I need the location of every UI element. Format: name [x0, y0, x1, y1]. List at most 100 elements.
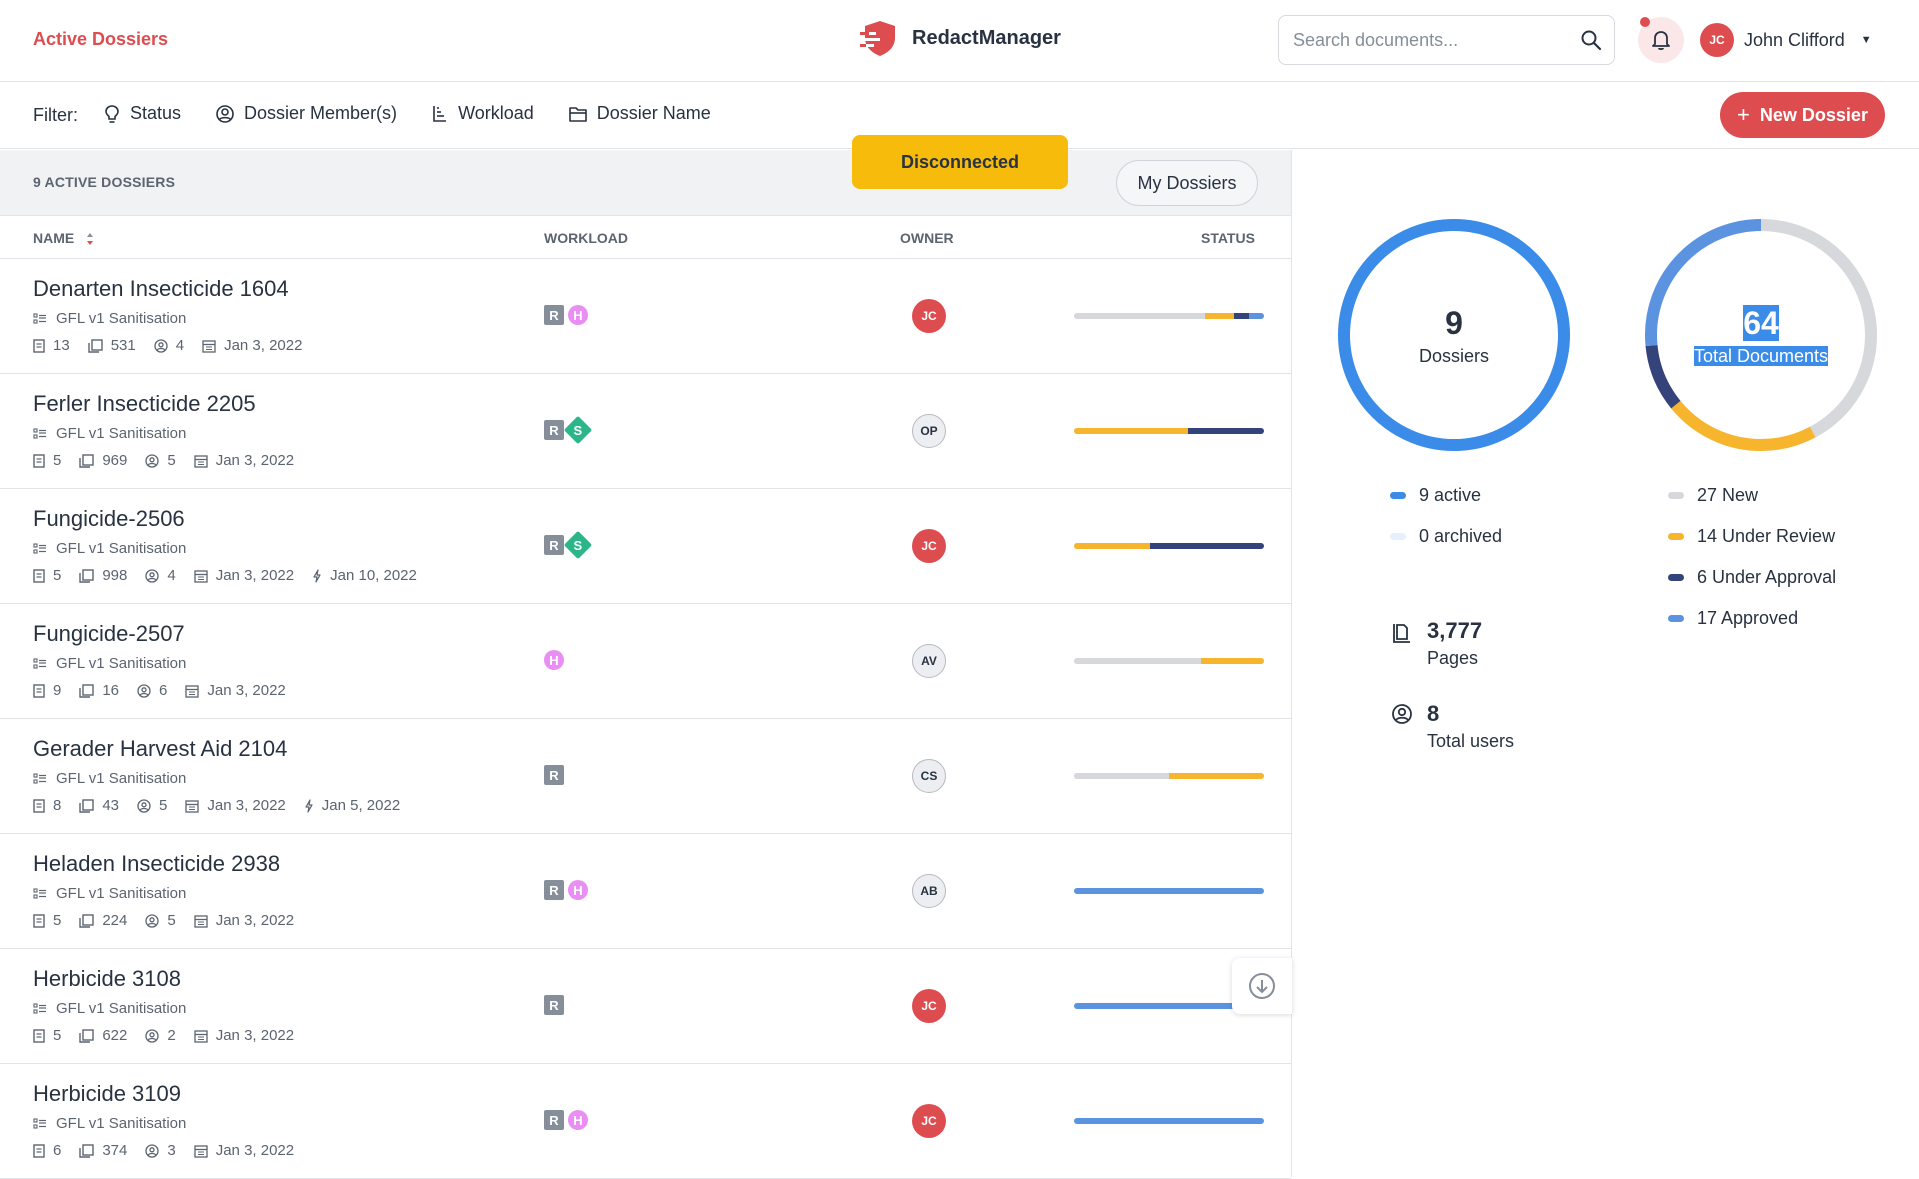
dossier-template: GFL v1 Sanitisation — [33, 425, 186, 442]
created-date: Jan 3, 2022 — [194, 1142, 294, 1159]
dossier-meta: 8 43 5 Jan 3, 2022 Jan 5, 2022 — [33, 797, 400, 814]
documents-count: 5 — [33, 912, 61, 929]
dossiers-legend: 9 active 0 archived — [1390, 475, 1502, 557]
legend-swatch — [1668, 533, 1684, 540]
template-icon — [33, 1002, 47, 1015]
table-row[interactable]: Herbicide 3108 GFL v1 Sanitisation 5 622 2 Ja… — [0, 949, 1291, 1064]
breadcrumb-active-dossiers[interactable]: Active Dossiers — [33, 29, 169, 49]
user-avatar: JC — [1700, 23, 1734, 57]
search-input[interactable] — [1293, 28, 1563, 52]
pages-label: Pages — [1427, 648, 1479, 668]
dossier-name[interactable]: Fungicide-2507 — [33, 621, 185, 646]
notifications-button[interactable] — [1638, 17, 1684, 63]
dossier-name[interactable]: Herbicide 3108 — [33, 966, 181, 991]
template-label: GFL v1 Sanitisation — [56, 540, 187, 557]
column-name[interactable]: NAME — [33, 230, 94, 246]
legend-swatch — [1668, 574, 1684, 581]
filter-workload[interactable]: Workload — [431, 103, 534, 124]
members-count-value: 6 — [159, 682, 168, 699]
user-circle-icon — [154, 338, 168, 353]
dossier-name[interactable]: Heladen Insecticide 2938 — [33, 851, 281, 876]
workload-icon — [431, 104, 449, 124]
table-row[interactable]: Herbicide 3109 GFL v1 Sanitisation 6 374 3 Ja… — [0, 1064, 1291, 1179]
download-button[interactable] — [1232, 958, 1292, 1014]
table-column-header: NAME WORKLOAD OWNER STATUS — [0, 216, 1291, 259]
members-count: 4 — [145, 567, 176, 584]
filter-status[interactable]: Status — [103, 103, 181, 124]
legend-archived[interactable]: 0 archived — [1390, 516, 1502, 557]
user-circle-icon — [145, 1028, 160, 1043]
documents-count-value: 5 — [53, 567, 62, 584]
table-row[interactable]: Fungicide-2506 GFL v1 Sanitisation 5 998 4 Ja… — [0, 489, 1291, 604]
pages-count-value: 531 — [110, 337, 136, 354]
table-row[interactable]: Fungicide-2507 GFL v1 Sanitisation 9 16 6 Jan… — [0, 604, 1291, 719]
donut-segment[interactable] — [1338, 219, 1570, 451]
created-date-value: Jan 3, 2022 — [215, 452, 295, 469]
pages-count-value: 224 — [102, 912, 128, 929]
brand[interactable]: RedactManager — [860, 18, 1061, 58]
pages-count: 374 — [79, 1142, 127, 1159]
documents-count: 5 — [33, 1027, 61, 1044]
members-count-value: 5 — [167, 912, 176, 929]
hint-badge: H — [568, 1110, 588, 1130]
donut-segment[interactable] — [1645, 219, 1877, 451]
table-row[interactable]: Ferler Insecticide 2205 GFL v1 Sanitisati… — [0, 374, 1291, 489]
new-dossier-button[interactable]: + New Dossier — [1720, 92, 1885, 138]
filter-members[interactable]: Dossier Member(s) — [215, 103, 397, 124]
template-label: GFL v1 Sanitisation — [56, 425, 187, 442]
user-circle-icon — [145, 568, 160, 583]
status-segment — [1150, 543, 1264, 549]
dossier-name[interactable]: Fungicide-2506 — [33, 506, 185, 531]
owner-avatar[interactable]: OP — [912, 414, 946, 448]
owner-avatar[interactable]: CS — [912, 759, 946, 793]
my-dossiers-button[interactable]: My Dossiers — [1116, 160, 1258, 206]
owner-avatar[interactable]: AB — [912, 874, 946, 908]
lightbulb-icon — [103, 104, 121, 124]
created-date: Jan 3, 2022 — [185, 682, 286, 699]
dossier-name[interactable]: Ferler Insecticide 2205 — [33, 391, 256, 416]
owner-avatar[interactable]: AV — [912, 644, 946, 678]
legend-item[interactable]: 14 Under Review — [1668, 516, 1836, 557]
table-row[interactable]: Gerader Harvest Aid 2104 GFL v1 Sanitisat… — [0, 719, 1291, 834]
documents-count-value: 6 — [53, 1142, 62, 1159]
users-value: 8 — [1427, 701, 1440, 726]
sort-icon[interactable] — [86, 232, 94, 246]
owner-avatar[interactable]: JC — [912, 299, 946, 333]
documents-total: 64 — [1743, 305, 1779, 341]
dossier-meta: 13 531 4 Jan 3, 2022 — [33, 337, 302, 354]
legend-item[interactable]: 27 New — [1668, 475, 1836, 516]
owner-avatar[interactable]: JC — [912, 989, 946, 1023]
owner-avatar[interactable]: JC — [912, 1104, 946, 1138]
status-segment — [1074, 543, 1150, 549]
lightning-icon — [304, 798, 314, 813]
search-icon[interactable] — [1580, 29, 1602, 51]
badge-letter: S — [573, 422, 583, 438]
due-date: Jan 10, 2022 — [312, 567, 417, 584]
legend-item[interactable]: 6 Under Approval — [1668, 557, 1836, 598]
legend-active[interactable]: 9 active — [1390, 475, 1502, 516]
status-segment — [1074, 428, 1188, 434]
stats-pane: 9 Dossiers 64 Total Documents 9 active 0… — [1293, 150, 1919, 1177]
pages-count: 224 — [79, 912, 127, 929]
donut-segment[interactable] — [1645, 219, 1877, 451]
pages-icon — [79, 683, 95, 698]
owner-avatar[interactable]: JC — [912, 529, 946, 563]
user-menu[interactable]: JC John Clifford ▼ — [1700, 23, 1872, 57]
table-row[interactable]: Denarten Insecticide 1604 GFL v1 Sanitisa… — [0, 259, 1291, 374]
dossier-template: GFL v1 Sanitisation — [33, 1115, 186, 1132]
members-count-value: 3 — [167, 1142, 176, 1159]
dossier-name[interactable]: Herbicide 3109 — [33, 1081, 181, 1106]
dossier-name[interactable]: Denarten Insecticide 1604 — [33, 276, 289, 301]
status-segment — [1201, 658, 1264, 664]
filter-dossier-name[interactable]: Dossier Name — [568, 103, 711, 124]
legend-item[interactable]: 17 Approved — [1668, 598, 1836, 639]
search-box[interactable] — [1278, 15, 1615, 65]
dossier-name[interactable]: Gerader Harvest Aid 2104 — [33, 736, 288, 761]
pages-icon — [79, 913, 95, 928]
status-segment — [1233, 313, 1249, 319]
download-icon — [1247, 971, 1277, 1001]
table-row[interactable]: Heladen Insecticide 2938 GFL v1 Sanitisat… — [0, 834, 1291, 949]
users-label: Total users — [1427, 731, 1515, 751]
